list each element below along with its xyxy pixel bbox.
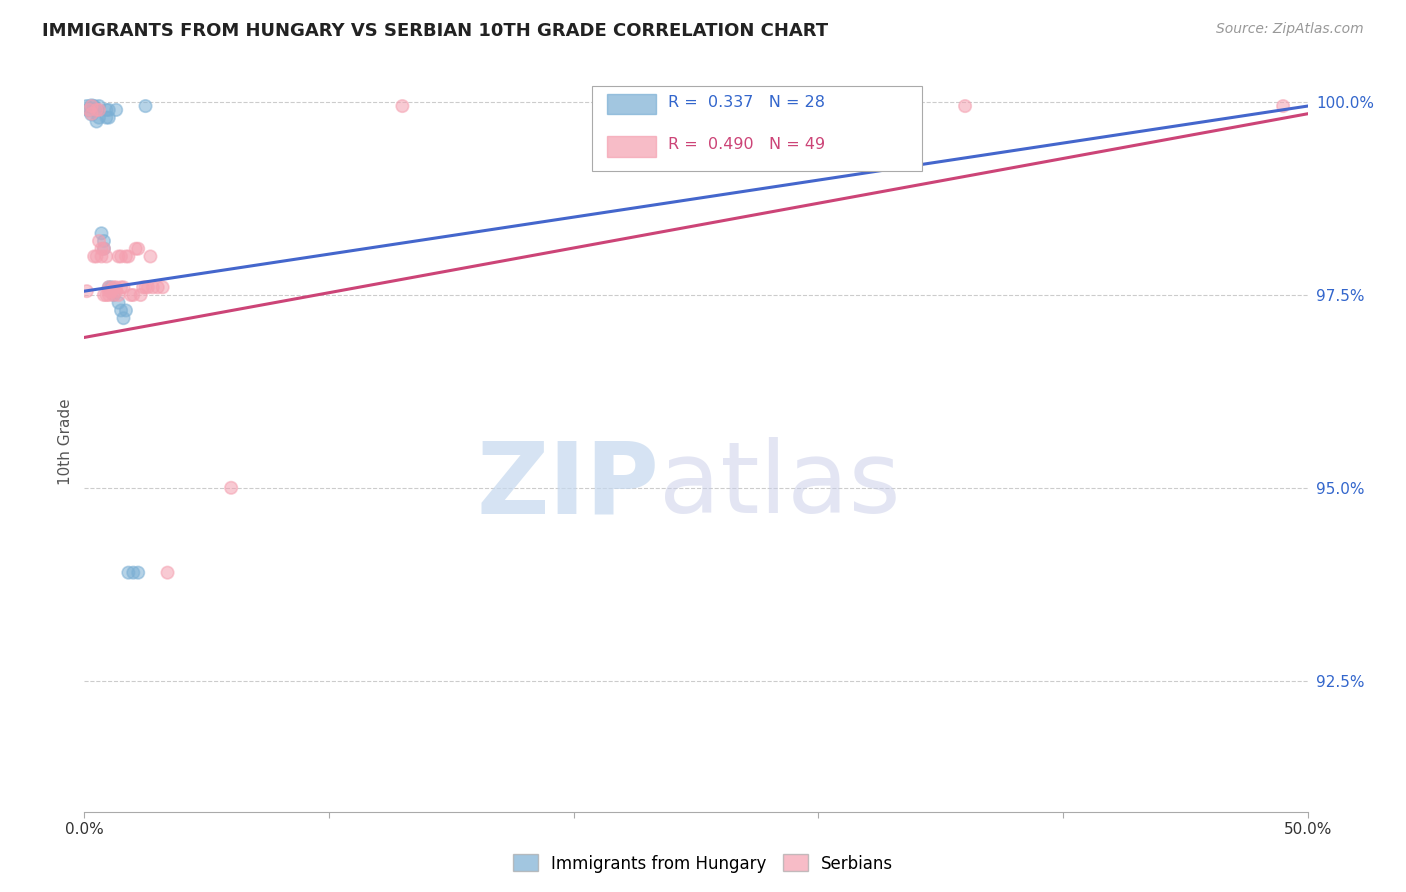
Point [125, 242, 148, 256]
Point [391, 99, 413, 113]
Text: Source: ZipAtlas.com: Source: ZipAtlas.com [1216, 22, 1364, 37]
Point [87, 234, 110, 248]
Point [132, 280, 155, 294]
Point [86, 103, 108, 117]
Point [77, 103, 100, 117]
Point [107, 288, 129, 302]
Point [139, 249, 162, 263]
Point [110, 280, 132, 294]
Point [953, 99, 976, 113]
Point [76, 99, 98, 113]
Point [112, 280, 135, 294]
Point [80, 99, 103, 113]
Point [97, 111, 120, 125]
Point [112, 311, 135, 326]
Point [93, 234, 115, 248]
Point [90, 242, 112, 256]
Y-axis label: 10th Grade: 10th Grade [58, 398, 73, 485]
Point [93, 242, 115, 256]
Point [87, 103, 110, 117]
Text: R =  0.490   N = 49: R = 0.490 N = 49 [668, 137, 825, 153]
Point [86, 114, 108, 128]
Point [83, 249, 105, 263]
Point [86, 249, 108, 263]
Point [107, 249, 129, 263]
Point [105, 284, 128, 298]
Point [105, 103, 128, 117]
Point [107, 295, 129, 310]
Point [103, 280, 125, 294]
Text: R =  0.337   N = 28: R = 0.337 N = 28 [668, 95, 825, 110]
Point [1272, 99, 1295, 113]
Legend: Immigrants from Hungary, Serbians: Immigrants from Hungary, Serbians [506, 847, 900, 880]
Point [120, 288, 142, 302]
Point [83, 99, 105, 113]
FancyBboxPatch shape [606, 94, 655, 114]
Point [76, 284, 98, 298]
Point [96, 103, 118, 117]
Text: atlas: atlas [659, 437, 901, 534]
Point [685, 99, 707, 113]
Point [80, 99, 103, 113]
Point [97, 288, 120, 302]
Point [97, 103, 120, 117]
Point [103, 288, 125, 302]
Point [122, 288, 145, 302]
Point [122, 566, 145, 580]
Point [80, 107, 103, 121]
Point [77, 103, 100, 117]
Point [87, 111, 110, 125]
Point [146, 280, 169, 294]
Point [100, 284, 122, 298]
FancyBboxPatch shape [606, 136, 655, 156]
Point [93, 288, 115, 302]
Point [103, 288, 125, 302]
Text: ZIP: ZIP [477, 437, 659, 534]
Point [117, 249, 139, 263]
Point [97, 280, 120, 294]
Point [127, 566, 149, 580]
Point [115, 249, 138, 263]
Point [219, 481, 242, 495]
Point [96, 249, 118, 263]
Point [96, 111, 118, 125]
Point [110, 303, 132, 318]
Point [87, 99, 110, 113]
FancyBboxPatch shape [592, 87, 922, 171]
Point [97, 280, 120, 294]
Point [90, 249, 112, 263]
Point [129, 288, 152, 302]
Point [80, 107, 103, 121]
Point [136, 280, 159, 294]
Point [135, 99, 157, 113]
Point [96, 288, 118, 302]
Point [117, 566, 139, 580]
Point [152, 280, 174, 294]
Point [142, 280, 165, 294]
Point [105, 280, 128, 294]
Point [100, 280, 122, 294]
Point [135, 280, 157, 294]
Point [93, 242, 115, 256]
Point [110, 249, 132, 263]
Point [115, 303, 138, 318]
Point [86, 103, 108, 117]
Point [90, 227, 112, 241]
Point [156, 566, 179, 580]
Point [127, 242, 149, 256]
Point [100, 284, 122, 298]
Point [97, 284, 120, 298]
Text: IMMIGRANTS FROM HUNGARY VS SERBIAN 10TH GRADE CORRELATION CHART: IMMIGRANTS FROM HUNGARY VS SERBIAN 10TH … [42, 22, 828, 40]
